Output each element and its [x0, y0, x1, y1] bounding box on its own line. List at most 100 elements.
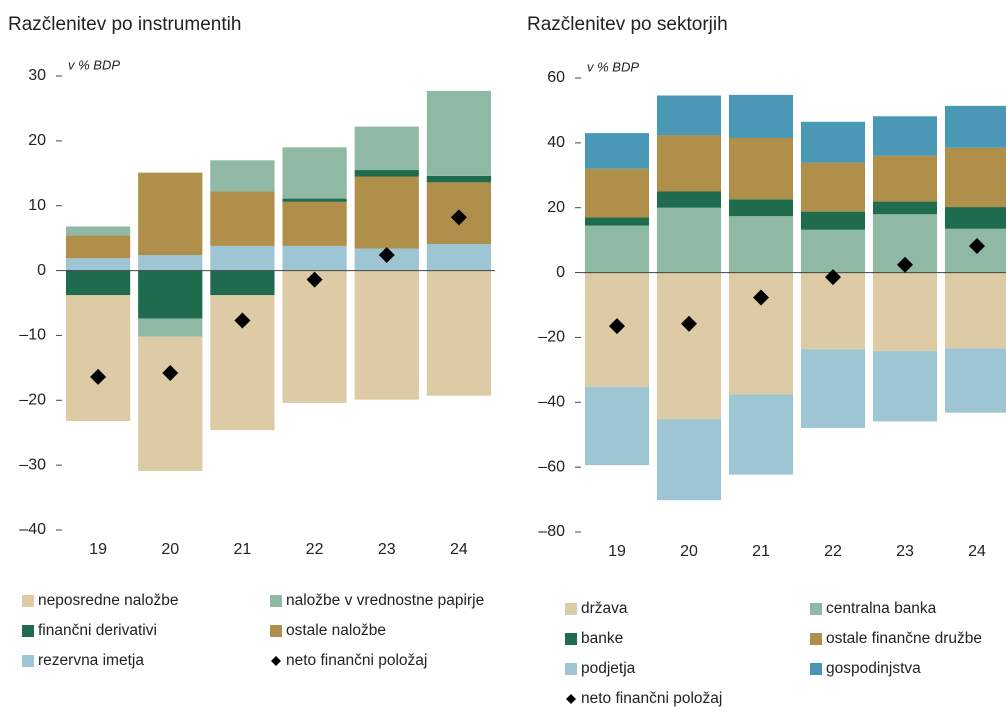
bar-segment — [728, 394, 794, 475]
bar-segment — [944, 105, 1006, 148]
legend-label: neposredne naložbe — [38, 592, 178, 609]
bar-segment — [282, 245, 347, 271]
y-tick-label: 20 — [547, 199, 565, 216]
unit-label: v % BDP — [587, 59, 639, 74]
legend-swatch — [810, 633, 822, 645]
bar-segment — [354, 126, 419, 171]
y-tick-label: –10 — [19, 327, 46, 344]
legend-label: naložbe v vrednostne papirje — [286, 592, 484, 609]
bar-segment — [65, 270, 131, 296]
bar-segment — [426, 270, 492, 396]
bar-segment — [584, 133, 650, 169]
y-tick-label: 0 — [37, 262, 46, 279]
net-marker — [681, 315, 697, 332]
bar-segment — [728, 216, 794, 273]
bar-segment — [138, 255, 203, 271]
bar-segment — [944, 207, 1006, 229]
legend-swatch — [22, 595, 34, 607]
bar-segment — [584, 386, 650, 466]
x-tick-label: 21 — [752, 543, 770, 560]
bar-segment — [282, 198, 347, 202]
bar-segment — [656, 272, 722, 420]
bar-segment — [872, 155, 938, 202]
legend-swatch — [22, 655, 34, 667]
legend-swatch — [565, 603, 577, 615]
net-marker — [234, 312, 251, 329]
bar-segment — [656, 207, 722, 273]
bar-segment — [800, 211, 866, 230]
bar-segment — [210, 245, 275, 271]
y-tick-label: –40 — [19, 521, 46, 538]
bar-segment — [65, 226, 131, 236]
bar-segment — [656, 191, 722, 208]
bar-segment — [656, 419, 722, 501]
net-marker — [969, 237, 985, 254]
bar-segment — [872, 201, 938, 215]
x-tick-label: 19 — [608, 543, 626, 560]
legend-swatch — [270, 595, 282, 607]
bar-segment — [65, 258, 131, 271]
bar-segment — [872, 351, 938, 422]
y-tick-label: –80 — [538, 523, 565, 540]
net-marker — [753, 289, 769, 306]
bar-segment — [282, 147, 347, 199]
legend-swatch — [810, 603, 822, 615]
bar-segment — [354, 270, 419, 400]
bar-segment — [872, 272, 938, 352]
bar-segment — [426, 243, 492, 271]
bar-segment — [210, 270, 275, 296]
bar-segment — [944, 348, 1006, 413]
bar-segment — [426, 90, 492, 176]
bar-segment — [728, 137, 794, 200]
legend-marker — [566, 694, 576, 704]
x-tick-label: 22 — [306, 541, 324, 558]
x-tick-label: 24 — [968, 543, 986, 560]
bar-segment — [800, 162, 866, 212]
bar-segment — [800, 272, 866, 350]
y-tick-label: –20 — [538, 329, 565, 346]
net-marker — [90, 368, 107, 385]
bar-segment — [354, 176, 419, 249]
bar-segment — [584, 225, 650, 273]
bar-segment — [138, 270, 203, 319]
bar-segment — [584, 217, 650, 226]
y-tick-label: 30 — [28, 67, 46, 84]
net-marker — [897, 256, 913, 273]
bar-segment — [944, 147, 1006, 208]
legend-marker — [271, 656, 281, 666]
bar-segment — [65, 295, 131, 422]
bar-segment — [138, 336, 203, 471]
x-tick-label: 22 — [824, 543, 842, 560]
bar-segment — [282, 201, 347, 246]
net-marker — [378, 247, 395, 264]
bar-segment — [426, 175, 492, 183]
chart-title: Razčlenitev po instrumentih — [8, 14, 241, 35]
legend-label: podjetja — [581, 660, 636, 677]
legend-label: finančni derivativi — [38, 622, 157, 639]
bar-segment — [354, 170, 419, 177]
bar-segment — [872, 116, 938, 156]
legend-label: centralna banka — [826, 600, 937, 617]
y-tick-label: 20 — [28, 132, 46, 149]
legend-swatch — [810, 663, 822, 675]
y-tick-label: –30 — [19, 456, 46, 473]
legend-swatch — [565, 663, 577, 675]
legend-swatch — [270, 625, 282, 637]
y-tick-label: 40 — [547, 134, 565, 151]
y-tick-label: 60 — [547, 69, 565, 86]
bar-segment — [728, 199, 794, 217]
bar-segment — [282, 270, 347, 403]
x-tick-label: 24 — [450, 541, 468, 558]
x-tick-label: 20 — [161, 541, 179, 558]
bar-segment — [210, 191, 275, 246]
x-tick-label: 23 — [896, 543, 914, 560]
legend-label: rezervna imetja — [38, 652, 144, 669]
bar-segment — [800, 229, 866, 273]
bar-segment — [656, 135, 722, 192]
net-marker — [450, 209, 467, 226]
legend-label: ostale naložbe — [286, 622, 386, 639]
x-tick-label: 19 — [89, 541, 107, 558]
bar-segment — [800, 349, 866, 428]
